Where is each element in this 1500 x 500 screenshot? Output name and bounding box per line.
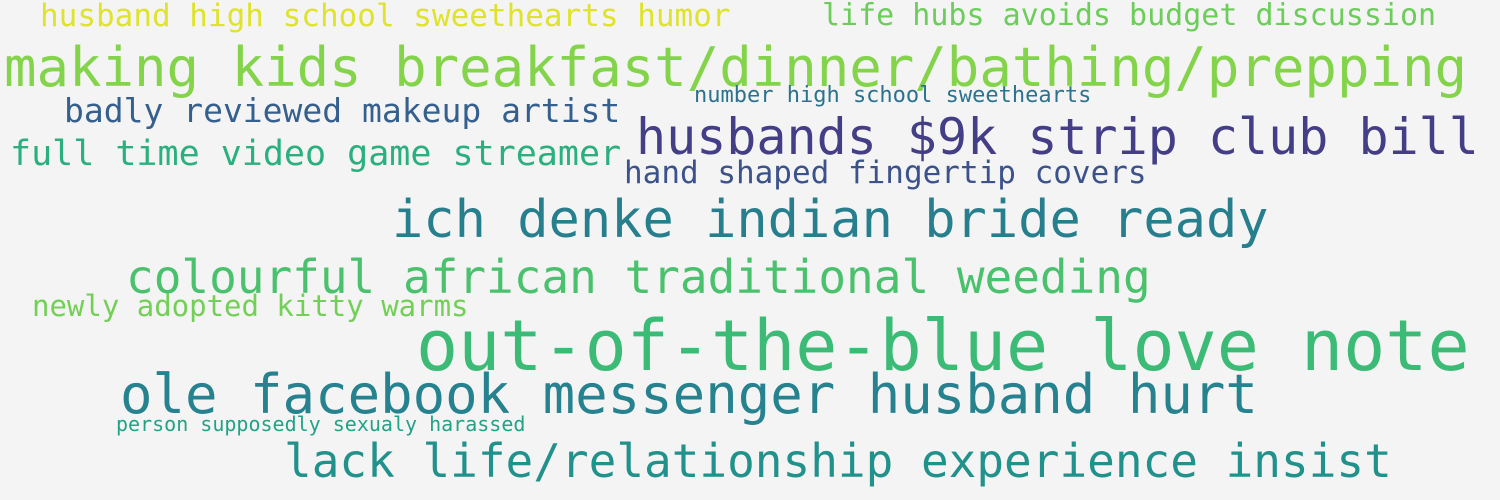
word-husband-high-school-sweethearts-humor: husband high school sweethearts humor [40,0,731,34]
word-person-supposedly-sexualy-harassed: person supposedly sexualy harassed [116,412,526,436]
word-number-high-school-sweethearts: number high school sweethearts [694,83,1092,108]
word-making-kids-breakfast: making kids breakfast/dinner/bathing/pre… [4,36,1467,99]
word-badly-reviewed-makeup-artist: badly reviewed makeup artist [64,91,621,130]
word-hand-shaped-fingertip-covers: hand shaped fingertip covers [624,155,1147,191]
word-life-hubs-avoids-budget-discussion: life hubs avoids budget discussion [822,0,1437,33]
word-full-time-video-game-streamer: full time video game streamer [10,134,622,174]
word-colourful-african-traditional-weeding: colourful african traditional weeding [126,250,1151,304]
word-out-of-the-blue-love-note: out-of-the-blue love note [416,305,1470,387]
word-lack-life-relationship-experience-insist: lack life/relationship experience insist [284,434,1392,488]
word-husbands-9k-strip-club-bill: husbands $9k strip club bill [636,108,1479,166]
word-newly-adopted-kitty-warms: newly adopted kitty warms [32,289,469,323]
word-ole-facebook-messenger-husband-hurt: ole facebook messenger husband hurt [120,363,1258,426]
word-ich-denke-indian-bride-ready: ich denke indian bride ready [392,190,1269,250]
